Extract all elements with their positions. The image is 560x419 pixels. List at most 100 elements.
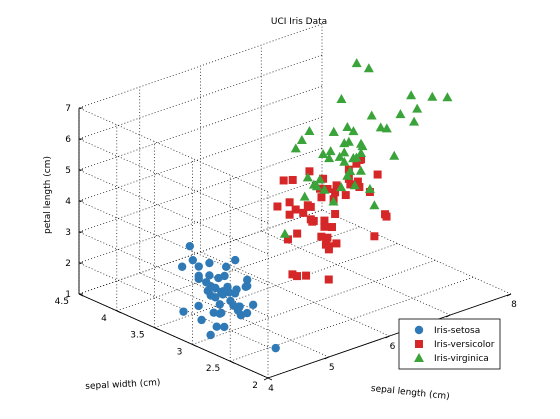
z-axis-label: petal length (cm) [43, 156, 53, 234]
versicolor-point [324, 275, 333, 284]
versicolor-point [283, 235, 292, 244]
axis-layer [78, 107, 512, 381]
versicolor-point [285, 198, 294, 207]
legend-label: Iris-setosa [434, 326, 480, 336]
grid-line-side-z [78, 169, 269, 255]
setosa-point [236, 311, 246, 320]
virginica-point [279, 228, 290, 238]
grid-line-side-z [78, 200, 269, 286]
versicolor-point [319, 174, 328, 183]
versicolor-point [332, 181, 341, 190]
y-tick-mark [116, 310, 122, 314]
setosa-point [215, 300, 225, 309]
y-axis-label: sepal width (cm) [85, 378, 161, 392]
virginica-point [351, 58, 362, 68]
y-tick-mark [154, 327, 159, 331]
y-tick-mark [267, 377, 273, 381]
setosa-point [205, 258, 214, 268]
setosa-point [205, 271, 214, 280]
virginica-point [328, 126, 339, 136]
virginica-point [308, 179, 319, 189]
series-circle [177, 241, 280, 353]
legend-marker [414, 353, 424, 362]
setosa-point [241, 282, 250, 291]
versicolor-point [355, 183, 364, 192]
legend-marker [414, 325, 424, 335]
z-tick-label: 1 [65, 290, 71, 300]
legend-marker [415, 340, 423, 348]
virginica-point [363, 63, 374, 73]
x-tick-mark [324, 356, 329, 360]
versicolor-point [341, 191, 350, 200]
setosa-point [271, 343, 280, 353]
grid-line-floor-y [154, 243, 398, 328]
x-tick-mark [385, 335, 390, 339]
x-tick-mark [506, 293, 512, 297]
setosa-point [194, 301, 203, 311]
virginica-point [409, 116, 420, 126]
setosa-point [211, 283, 220, 293]
virginica-point [356, 148, 367, 158]
virginica-point [355, 165, 366, 175]
versicolor-point [279, 176, 288, 185]
virginica-point [366, 110, 377, 120]
versicolor-point [302, 271, 311, 280]
z-tick-label: 7 [65, 104, 71, 114]
grid-line-back-z [78, 85, 323, 171]
versicolor-point [353, 177, 362, 186]
setosa-point [243, 275, 252, 285]
versicolor-point [331, 210, 340, 219]
versicolor-point [346, 180, 355, 189]
y-tick-mark [229, 360, 235, 364]
virginica-point [369, 200, 380, 210]
chart-title: UCI Iris Data [271, 17, 327, 27]
grid-line-floor-y [116, 226, 360, 312]
grid-line-back-z [78, 116, 323, 202]
grid-line-back-z [78, 209, 323, 295]
virginica-point [336, 93, 347, 103]
virginica-point [442, 92, 453, 102]
x-tick-mark [263, 377, 269, 381]
setosa-point [220, 322, 229, 332]
y-tick-label: 2.5 [206, 364, 220, 374]
virginica-point [296, 135, 307, 145]
virginica-point [299, 191, 310, 201]
virginica-point [336, 182, 347, 192]
grid-line-floor-x [139, 272, 329, 358]
virginica-point [304, 126, 315, 136]
virginica-point [345, 166, 356, 176]
versicolor-point [303, 201, 312, 210]
x-tick-label: 4 [268, 384, 274, 394]
y-tick-label: 4 [101, 314, 107, 324]
legend: Iris-setosa Iris-versicolor Iris-virginica [398, 318, 501, 370]
setosa-point [235, 302, 244, 311]
virginica-point [339, 156, 350, 166]
grid-line-back-z [78, 147, 323, 233]
setosa-point [248, 300, 258, 309]
virginica-point [395, 109, 406, 119]
virginica-point [381, 123, 392, 133]
x-tick-label: 8 [511, 300, 517, 310]
versicolor-point [306, 215, 315, 224]
z-tick-label: 6 [65, 135, 71, 145]
virginica-point [364, 183, 375, 193]
grid-line-side-z [78, 107, 269, 193]
versicolor-point [331, 188, 340, 197]
virginica-point [389, 150, 400, 160]
virginica-point [349, 180, 360, 190]
virginica-point [412, 103, 423, 113]
versicolor-point [293, 272, 302, 281]
versicolor-point [299, 208, 308, 217]
setosa-point [209, 308, 218, 317]
virginica-point [343, 136, 354, 146]
grid-line-floor-y [192, 260, 436, 345]
virginica-point [342, 170, 353, 180]
versicolor-point [324, 245, 333, 254]
virginica-point [319, 184, 330, 194]
versicolor-point [320, 216, 329, 225]
grid-line-side-z [78, 138, 269, 224]
y-tick-label: 3.5 [130, 331, 144, 341]
z-tick-label: 2 [65, 259, 71, 269]
virginica-point [302, 172, 313, 182]
virginica-point [325, 146, 336, 156]
